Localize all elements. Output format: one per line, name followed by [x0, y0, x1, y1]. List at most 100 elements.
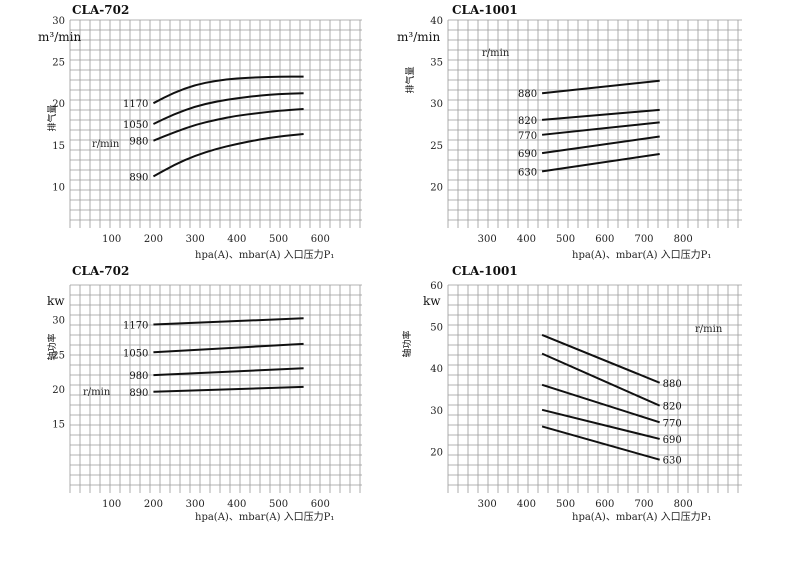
x-tick-label: 800 — [674, 234, 693, 245]
grid — [69, 19, 362, 228]
chart-title: CLA-1001 — [452, 3, 518, 17]
x-tick-label: 200 — [144, 499, 163, 510]
x-axis-label: hpa(A)、mbar(A) 入口压力P₁ — [572, 248, 711, 261]
series-label-690: 690 — [518, 149, 537, 160]
x-tick-label: 800 — [674, 499, 693, 510]
grid — [447, 284, 742, 493]
x-tick-label: 600 — [311, 499, 330, 510]
chart-panel-4: CLA-1001 kw 轴功率 r/min hpa(A)、mbar(A) 入口压力P₁ 2… — [401, 264, 742, 523]
grid — [447, 19, 742, 228]
y-tick-label: 40 — [430, 16, 443, 27]
series-label-770: 770 — [518, 131, 537, 142]
y-axis-label: 轴功率 — [46, 333, 58, 360]
series-line-980 — [153, 108, 304, 142]
x-tick-label: 400 — [517, 234, 536, 245]
x-axis-label: hpa(A)、mbar(A) 入口压力P₁ — [572, 510, 711, 523]
x-tick-label: 600 — [595, 234, 614, 245]
series-label-820: 820 — [518, 116, 537, 127]
series-label-630: 630 — [518, 167, 537, 178]
x-tick-label: 600 — [595, 499, 614, 510]
series-label-890: 890 — [129, 172, 148, 183]
y-tick-label: 10 — [52, 182, 65, 193]
series-label-1050: 1050 — [123, 348, 148, 359]
y-tick-label: 40 — [430, 364, 443, 375]
x-tick-label: 500 — [269, 234, 288, 245]
y-tick-label: 30 — [430, 99, 443, 110]
series-line-980 — [153, 367, 304, 377]
y-tick-label: 30 — [430, 406, 443, 417]
y-tick-label: 20 — [430, 182, 443, 193]
y-tick-label: 15 — [52, 141, 65, 152]
x-tick-label: 300 — [478, 499, 497, 510]
y-tick-label: 20 — [52, 99, 65, 110]
chart-title: CLA-702 — [72, 264, 129, 278]
y-tick-label: 25 — [430, 141, 443, 152]
x-axis-label: hpa(A)、mbar(A) 入口压力P₁ — [195, 510, 334, 523]
x-tick-label: 500 — [269, 499, 288, 510]
x-tick-label: 700 — [634, 234, 653, 245]
chart-title: CLA-702 — [72, 3, 129, 17]
rpm-label: r/min — [92, 139, 120, 150]
x-tick-label: 700 — [634, 499, 653, 510]
unit-label: kw — [47, 294, 65, 308]
series-line-1050 — [152, 92, 304, 125]
series-line-890 — [152, 132, 304, 178]
series-line-770 — [541, 121, 660, 136]
y-axis-label: 排气量 — [46, 104, 58, 131]
x-axis-label: hpa(A)、mbar(A) 入口压力P₁ — [195, 248, 334, 261]
series-label-880: 880 — [663, 379, 682, 390]
series-line-1050 — [153, 342, 304, 354]
unit-label: kw — [423, 294, 441, 308]
x-tick-label: 400 — [227, 499, 246, 510]
y-tick-label: 20 — [52, 385, 65, 396]
x-tick-label: 300 — [186, 499, 205, 510]
rpm-label: r/min — [83, 387, 111, 398]
series-line-1170 — [153, 317, 304, 326]
series-label-980: 980 — [129, 371, 148, 382]
series-label-1170: 1170 — [123, 321, 148, 332]
y-tick-label: 20 — [430, 447, 443, 458]
series-line-770 — [541, 383, 660, 424]
y-tick-label: 30 — [52, 316, 65, 327]
x-tick-label: 400 — [227, 234, 246, 245]
series-line-690 — [541, 135, 660, 155]
unit-label: m³/min — [38, 30, 81, 44]
x-tick-label: 100 — [102, 499, 121, 510]
x-tick-label: 300 — [478, 234, 497, 245]
series-line-690 — [541, 408, 660, 440]
chart-panel-1: CLA-702 m³/min 排气量 r/min hpa(A)、mbar(A) 入口压力… — [38, 3, 362, 261]
y-tick-label: 60 — [430, 281, 443, 292]
rpm-label: r/min — [482, 48, 510, 59]
y-tick-label: 35 — [430, 58, 443, 69]
rpm-label: r/min — [695, 324, 723, 335]
series-label-770: 770 — [663, 418, 682, 429]
y-tick-label: 25 — [52, 58, 65, 69]
y-tick-label: 30 — [52, 16, 65, 27]
chart-panel-3: CLA-702 kw 轴功率 r/min hpa(A)、mbar(A) 入口压力P₁ 15… — [46, 264, 362, 523]
x-tick-label: 600 — [311, 234, 330, 245]
y-axis-label: 轴功率 — [401, 330, 413, 357]
y-tick-label: 15 — [52, 420, 65, 431]
x-tick-label: 100 — [102, 234, 121, 245]
series-label-980: 980 — [129, 137, 148, 148]
series-line-820 — [541, 352, 661, 407]
series-label-690: 690 — [663, 435, 682, 446]
x-tick-label: 400 — [517, 499, 536, 510]
y-tick-label: 50 — [430, 323, 443, 334]
series-label-890: 890 — [129, 388, 148, 399]
series-label-1170: 1170 — [123, 99, 148, 110]
series-line-880 — [541, 333, 661, 384]
y-axis-label: 排气量 — [404, 66, 416, 93]
series-line-880 — [541, 79, 660, 95]
series-line-820 — [541, 108, 660, 121]
chart-panel-2: CLA-1001 m³/min 排气量 r/min hpa(A)、mbar(A) 入口压… — [397, 3, 742, 261]
series-line-1170 — [152, 75, 304, 105]
y-tick-label: 25 — [52, 350, 65, 361]
series-label-820: 820 — [663, 402, 682, 413]
series-line-630 — [541, 152, 660, 173]
series-label-630: 630 — [663, 456, 682, 467]
x-tick-label: 200 — [144, 234, 163, 245]
unit-label: m³/min — [397, 30, 440, 44]
chart-title: CLA-1001 — [452, 264, 518, 278]
